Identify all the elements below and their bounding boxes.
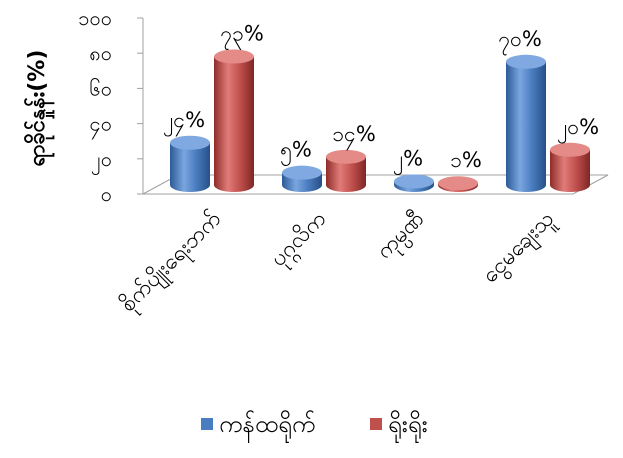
legend-label-ordinary: ရိုးရိုး (388, 409, 428, 443)
data-label-contract-3: ၇၀% (498, 27, 542, 56)
chart-floor (142, 174, 609, 195)
bar-ordinary-2 (438, 176, 478, 192)
bar-contract-2 (394, 174, 434, 192)
category-label-2: ကုမ္ပဏီ (371, 206, 432, 267)
y-tick-label: ၂၀ (91, 147, 112, 175)
y-tick-label: ၈၀ (89, 41, 112, 65)
data-label-contract-2: ၂% (393, 146, 423, 175)
y-axis-ticks: ၀ ၂၀ ၄၀ ၆၀ ၈၀ ၁၀၀ (78, 6, 143, 206)
bars (170, 49, 590, 192)
category-label-3: ငွေမချေးသူ (478, 207, 563, 292)
category-label-1: ပုဂ္ဂလိက (265, 206, 334, 275)
data-label-contract-0: ၂၄% (163, 108, 205, 137)
legend: ကန်ထရိုက် ရိုးရိုး (201, 409, 428, 443)
legend-swatch-contract (201, 418, 213, 430)
y-tick-label: ၆၀ (90, 76, 113, 100)
bar-contract-1 (282, 165, 322, 192)
category-label-0: စိုက်ပျိုးရေးဘက် (115, 206, 230, 321)
data-label-ordinary-2: ၁% (450, 148, 482, 172)
data-label-ordinary-0: ၇၃% (220, 22, 264, 51)
y-axis-label: ရာခိုင်နှုန်း(%) (23, 50, 55, 167)
y-tick-label: ၄၀ (90, 112, 113, 140)
y-tick-label: ၁၀၀ (78, 6, 112, 30)
bar-ordinary-3 (550, 142, 590, 192)
legend-swatch-ordinary (370, 418, 382, 430)
bar-contract-3 (506, 54, 546, 192)
data-label-contract-1: ၅% (280, 138, 312, 167)
bar-contract-0 (170, 135, 210, 192)
category-labels: စိုက်ပျိုးရေးဘက် ပုဂ္ဂလိက ကုမ္ပဏီ ငွေမချေးသ… (115, 206, 563, 321)
legend-label-contract: ကန်ထရိုက် (219, 409, 315, 443)
bar-ordinary-0 (214, 49, 254, 192)
data-label-ordinary-1: ၁၄% (332, 122, 376, 151)
bar-ordinary-1 (326, 149, 366, 192)
y-tick-label: ၀ (101, 182, 112, 206)
data-label-ordinary-3: ၂၀% (557, 115, 599, 144)
